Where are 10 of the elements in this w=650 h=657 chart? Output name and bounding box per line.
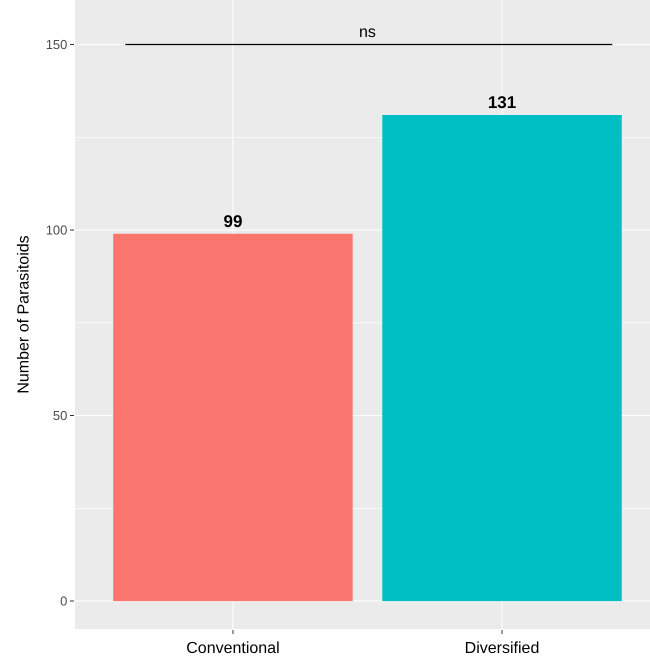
ref-line-label: ns: [359, 24, 376, 41]
y-tick-label: 100: [46, 222, 68, 238]
y-tick-label: 150: [46, 37, 68, 52]
y-tick-label: 0: [60, 594, 68, 609]
x-tick-label: Diversified: [464, 640, 540, 657]
data-label: 99: [223, 212, 242, 231]
x-tick-label: Conventional: [186, 640, 280, 657]
y-axis-title: Number of Parasitoids: [16, 235, 33, 394]
data-label: 131: [488, 93, 516, 112]
y-tick-label: 50: [52, 408, 68, 424]
